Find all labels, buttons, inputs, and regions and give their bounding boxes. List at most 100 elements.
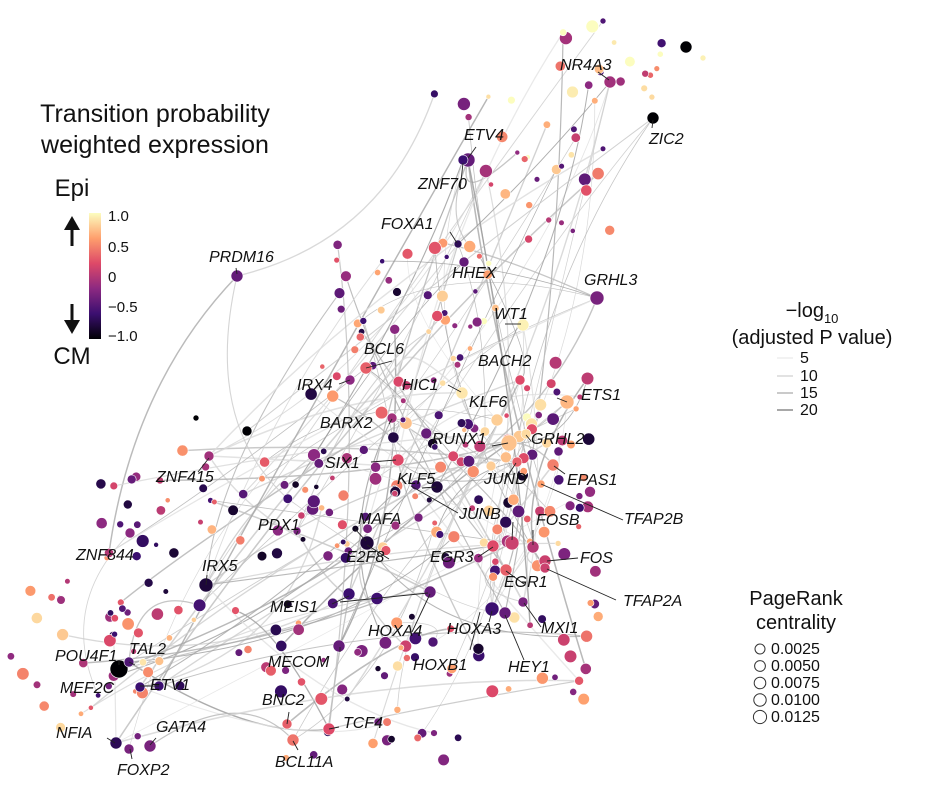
pagerank-legend-title-line1: PageRank bbox=[749, 588, 843, 610]
network-node bbox=[656, 38, 667, 49]
network-node bbox=[538, 526, 551, 539]
network-node bbox=[591, 97, 599, 105]
network-node bbox=[235, 535, 246, 546]
network-edge bbox=[128, 478, 263, 750]
network-edge bbox=[465, 152, 518, 183]
network-node bbox=[392, 660, 403, 672]
network-node bbox=[466, 465, 480, 478]
network-edge bbox=[292, 522, 436, 741]
network-node bbox=[472, 642, 485, 655]
label-leader-line bbox=[511, 521, 514, 541]
network-node bbox=[143, 577, 154, 588]
network-node bbox=[604, 225, 616, 236]
network-edge bbox=[508, 378, 588, 444]
network-node bbox=[156, 476, 164, 485]
label-leader-line bbox=[523, 602, 542, 628]
gene-node-hoxa3 bbox=[484, 601, 500, 617]
gene-node-pdx1 bbox=[292, 526, 302, 536]
network-node bbox=[578, 172, 592, 186]
network-node bbox=[78, 658, 89, 668]
network-node bbox=[567, 151, 575, 159]
label-leader-line bbox=[235, 267, 238, 275]
network-node bbox=[326, 389, 340, 403]
network-node bbox=[408, 631, 422, 645]
gene-label-jund: JUND bbox=[483, 471, 527, 488]
label-leader-line bbox=[488, 610, 493, 623]
network-node bbox=[374, 268, 382, 276]
network-node bbox=[467, 323, 474, 330]
network-node bbox=[585, 19, 599, 34]
network-node bbox=[570, 132, 581, 143]
network-node bbox=[258, 475, 266, 483]
network-node bbox=[485, 93, 492, 100]
network-node bbox=[453, 361, 462, 369]
network-node bbox=[563, 649, 578, 664]
colorbar-title-line2: weighted expression bbox=[40, 131, 269, 159]
network-node bbox=[584, 80, 594, 90]
network-node bbox=[447, 450, 459, 462]
network-node bbox=[123, 499, 133, 510]
network-node bbox=[367, 738, 379, 749]
network-node bbox=[123, 608, 132, 617]
label-leader-line bbox=[546, 568, 617, 601]
network-edge bbox=[421, 324, 524, 734]
network-node bbox=[56, 595, 66, 605]
label-leader-line bbox=[365, 360, 393, 369]
network-node bbox=[526, 621, 534, 629]
gene-node-wt1 bbox=[516, 318, 530, 332]
gene-label-bnc2: BNC2 bbox=[262, 692, 305, 709]
network-node bbox=[279, 480, 290, 490]
network-edge bbox=[115, 679, 580, 744]
network-node bbox=[447, 530, 461, 543]
gene-label-gata4: GATA4 bbox=[156, 719, 206, 736]
gene-label-junb: JUNB bbox=[458, 506, 501, 523]
network-node bbox=[297, 511, 306, 520]
network-node bbox=[313, 458, 324, 469]
network-node bbox=[545, 216, 553, 224]
network-node bbox=[476, 253, 483, 260]
network-node bbox=[360, 511, 371, 522]
network-node bbox=[611, 39, 618, 46]
network-node bbox=[430, 729, 438, 737]
network-node bbox=[482, 269, 493, 280]
network-node bbox=[336, 683, 348, 696]
label-leader-line bbox=[197, 457, 210, 473]
network-node bbox=[320, 447, 328, 455]
network-node bbox=[164, 497, 171, 504]
network-node bbox=[355, 332, 365, 342]
network-node bbox=[391, 490, 399, 497]
network-node bbox=[541, 437, 553, 449]
label-leader-line bbox=[469, 611, 481, 651]
network-node bbox=[485, 260, 493, 267]
network-node bbox=[648, 93, 656, 101]
label-leader-line bbox=[331, 595, 350, 605]
label-leader-line bbox=[388, 418, 393, 425]
gene-node-jund bbox=[511, 456, 523, 468]
network-node bbox=[299, 536, 307, 543]
pagerank-entry-0.0075: 0.0075 bbox=[771, 675, 820, 692]
network-node bbox=[456, 353, 465, 362]
network-edge bbox=[491, 418, 561, 610]
network-node bbox=[297, 677, 306, 687]
network-node bbox=[488, 572, 498, 582]
gene-label-grhl2: GRHL2 bbox=[531, 431, 584, 448]
network-node bbox=[451, 322, 458, 329]
network-node bbox=[173, 605, 184, 615]
network-node bbox=[340, 538, 347, 546]
network-edge bbox=[205, 260, 383, 586]
network-node bbox=[238, 489, 249, 499]
network-node bbox=[511, 504, 525, 518]
network-node bbox=[468, 504, 476, 512]
pvalue-entry-15: 15 bbox=[800, 385, 818, 402]
label-leader-line bbox=[411, 593, 431, 633]
network-node bbox=[150, 607, 164, 621]
pvalue-legend-title-line1: −log10 bbox=[786, 300, 839, 326]
colorbar-tick-minus-1: −1.0 bbox=[108, 328, 138, 345]
network-node bbox=[234, 648, 243, 657]
network-node bbox=[566, 85, 579, 99]
network-node bbox=[570, 125, 578, 133]
gene-label-tfap2b: TFAP2B bbox=[624, 511, 684, 528]
network-node bbox=[553, 446, 564, 457]
gene-label-foxa1: FOXA1 bbox=[381, 216, 433, 233]
